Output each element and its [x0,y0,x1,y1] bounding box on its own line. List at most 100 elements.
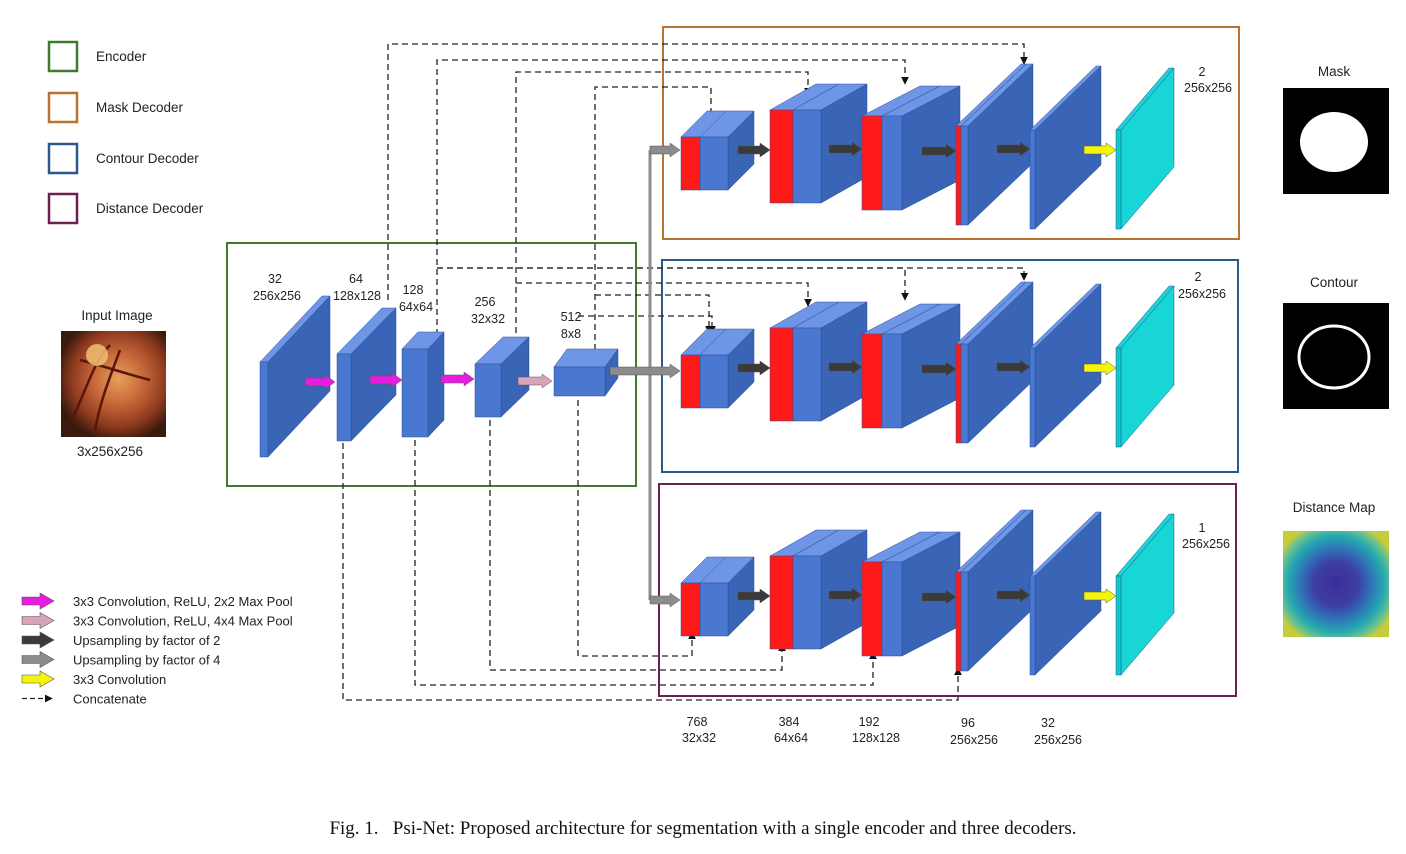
input-title: Input Image [81,308,152,323]
upsample4-mask [649,142,681,158]
flow-arrows [304,141,1117,608]
dec-label-5-sz: 256x256 [1034,733,1082,747]
dec-label-3-ch: 192 [859,715,880,729]
enc-label-2-sz: 128x128 [333,289,381,303]
upsample4-distance [649,592,681,608]
legend-arrow-label-5: 3x3 Convolution [73,672,166,687]
enc-arrow-3 [440,371,475,387]
contour-output-title: Contour [1310,275,1359,290]
skip-enc4-contour [595,294,713,334]
enc-block-5 [553,348,619,397]
enc-arrow-4 [517,373,553,389]
legend-arrow-label-4: Upsampling by factor of 4 [73,653,220,668]
mask-out-sz: 256x256 [1184,81,1232,95]
legend-box-3 [47,142,79,175]
distance-up-1 [737,588,771,604]
enc-label-2-ch: 64 [349,272,363,286]
contour-up-3 [921,361,957,377]
contour-decoder-frame [661,259,1239,473]
dec-label-2-sz: 64x64 [774,731,808,745]
legend-box-1 [47,40,79,73]
mask-output-image [1283,88,1389,194]
contour-up-2 [828,359,863,375]
distance-dec-2-blue [792,529,868,650]
dec-label-1-sz: 32x32 [682,731,716,745]
contour-out-ch: 2 [1195,270,1202,284]
legend-box-label-2: Mask Decoder [96,100,184,115]
distance-out-ch: 1 [1199,521,1206,535]
legend-arrow-label-3: Upsampling by factor of 2 [73,633,220,648]
enc-label-3-ch: 128 [403,283,424,297]
mask-conv [1083,142,1117,158]
enc-block-1 [259,295,331,458]
dec-label-4-ch: 96 [961,716,975,730]
legend-box-4 [47,192,79,225]
legend: Encoder Mask Decoder Contour Decoder Distan… [21,40,293,707]
enc-label-4-ch: 256 [475,295,496,309]
contour-up-4 [996,359,1031,375]
skip-enc1-contour [437,267,1028,281]
enc-label-3-sz: 64x64 [399,300,433,314]
mask-dec-4-blue [960,63,1034,226]
enc-block-3 [401,331,445,438]
dec-label-5-ch: 32 [1041,716,1055,730]
legend-arrow-5 [21,670,55,688]
legend-box-label-3: Contour Decoder [96,151,199,166]
legend-arrow-2 [21,611,55,630]
mask-up-2 [828,141,863,157]
legend-box-2 [47,91,79,124]
mask-up-4 [996,141,1031,157]
enc-arrow-2 [369,372,403,388]
skip-enc3-contour [516,282,812,307]
feature-blocks [259,63,1175,676]
contour-conv [1083,360,1117,376]
skip-enc4-mask [594,86,715,350]
mask-up-3 [921,143,957,159]
mask-out [1115,67,1175,230]
enc-label-1-ch: 32 [268,272,282,286]
distance-up-2 [828,587,863,603]
skip-enc1-mask [387,43,1028,300]
encoder-frame [226,242,637,487]
legend-arrow-4 [21,650,55,669]
figure-caption: Fig. 1. Psi-Net: Proposed architecture f… [329,818,1077,839]
mask-dec-2-blue [792,83,868,204]
contour-up-1 [737,360,771,376]
input-size: 3x256x256 [77,444,143,459]
legend-arrow-label-1: 3x3 Convolution, ReLU, 2x2 Max Pool [73,594,293,609]
legend-arrow-3 [21,631,55,649]
contour-dec-2-blue [792,301,868,422]
mask-out-ch: 2 [1199,65,1206,79]
input-image [61,331,166,437]
distance-conv [1083,588,1117,604]
mask-output-title: Mask [1318,64,1351,79]
contour-dec-1-blue [699,328,755,409]
dec-label-4-sz: 256x256 [950,733,998,747]
enc-block-2 [336,307,397,442]
contour-dec-4-blue [960,281,1034,444]
enc-label-5-ch: 512 [561,310,582,324]
distance-out-sz: 256x256 [1182,537,1230,551]
legend-arrow-label-2: 3x3 Convolution, ReLU, 4x4 Max Pool [73,614,293,629]
legend-box-label-4: Distance Decoder [96,201,204,216]
skip-connections [342,43,1028,701]
skip-enc3-distance [489,420,786,671]
dec-label-1-ch: 768 [687,715,708,729]
legend-arrow-label-6: Concatenate [73,692,147,707]
contour-out-sz: 256x256 [1178,287,1226,301]
enc-arrow-1 [304,374,336,390]
skip-enc4-distance [577,400,696,657]
legend-box-label-1: Encoder [96,49,147,64]
distance-out [1115,513,1175,676]
distance-dec-5 [1029,511,1102,676]
legend-arrow-1 [21,592,55,610]
distance-output-title: Distance Map [1293,500,1376,515]
mask-decoder-frame [662,26,1240,240]
mask-dec-5 [1029,65,1102,230]
mask-up-1 [737,142,771,158]
skip-enc2-distance [414,440,877,686]
contour-out [1115,285,1175,448]
enc-block-4 [474,336,530,418]
distance-up-3 [921,589,957,605]
